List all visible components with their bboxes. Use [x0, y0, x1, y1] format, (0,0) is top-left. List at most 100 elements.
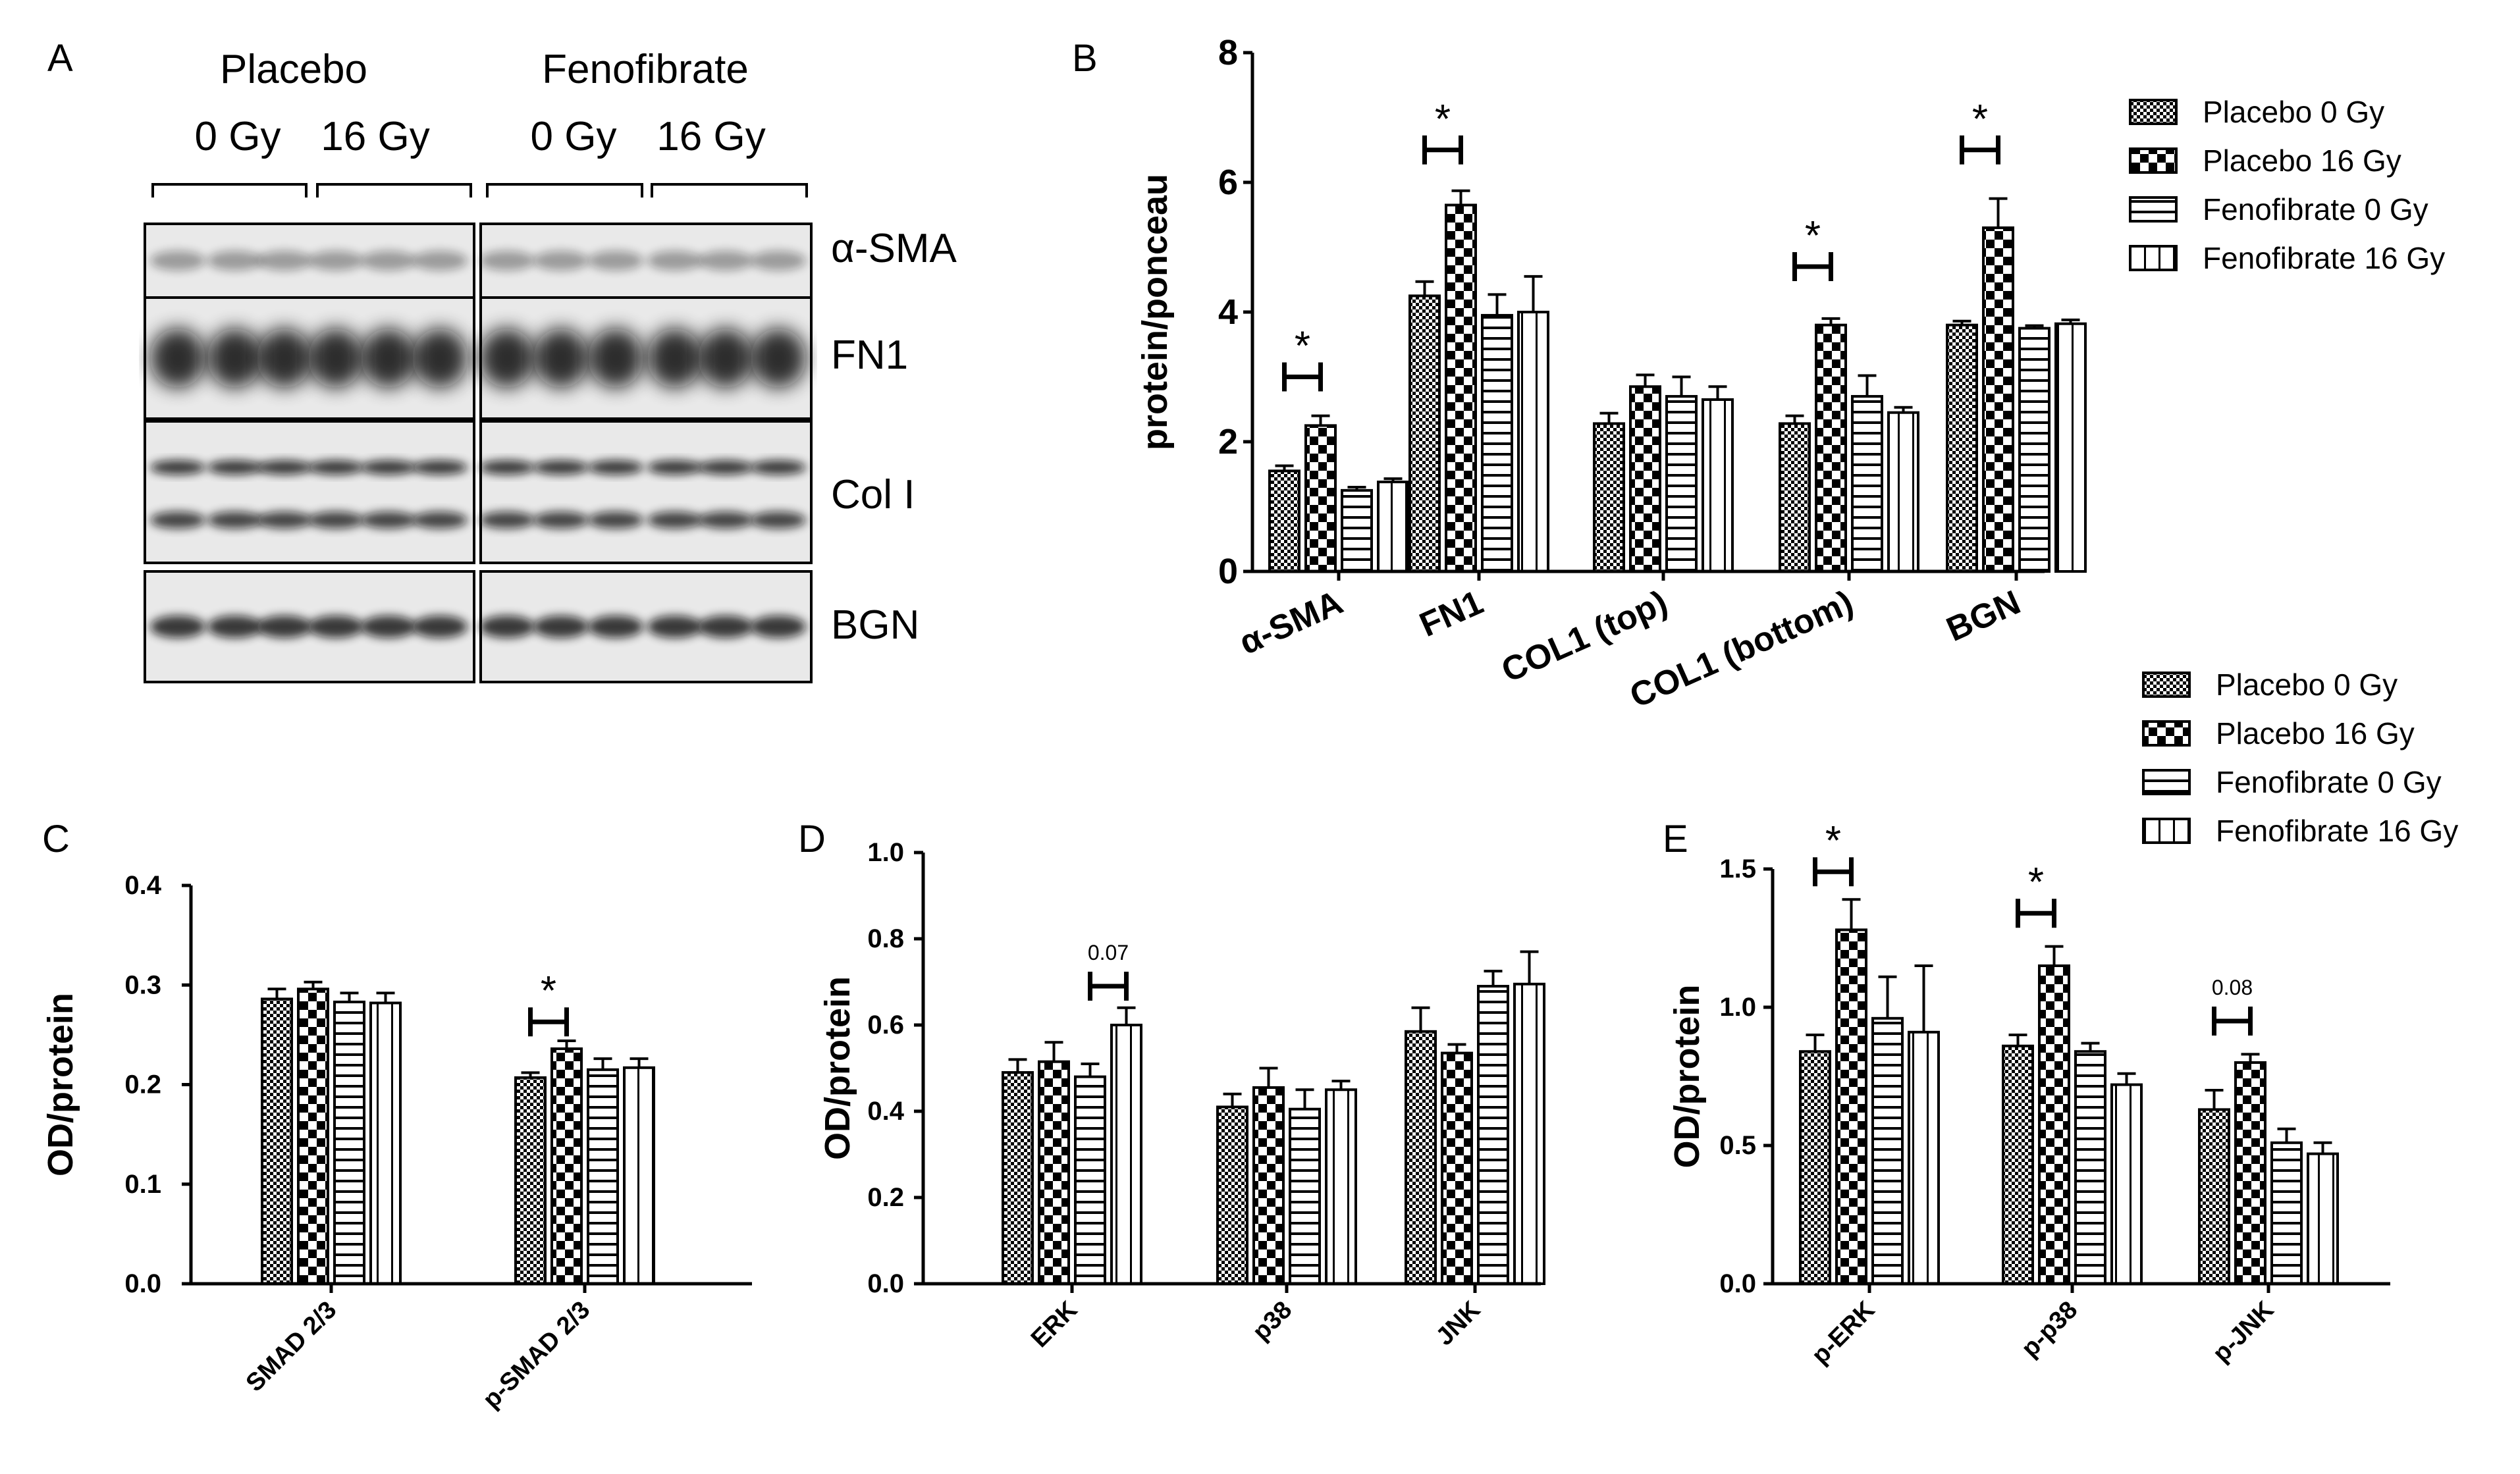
- blot-label-col-i: Col I: [831, 472, 915, 517]
- blot-band: [412, 251, 468, 271]
- legend-swatch: [2142, 720, 2191, 747]
- significance-label: *: [1435, 97, 1451, 142]
- significance-label: *: [1825, 818, 1841, 864]
- bar-d-3-2: [1513, 982, 1545, 1286]
- y-tick-label: 1.5: [1719, 855, 1756, 883]
- blot-band: [207, 329, 263, 388]
- bar-c-2-0: [333, 1000, 365, 1286]
- blot-dose-fenofibrate-0gy: 0 Gy: [531, 114, 617, 159]
- blot-band: [698, 616, 753, 638]
- blot-group-fenofibrate: Fenofibrate: [542, 47, 749, 92]
- legend-swatch: [2142, 818, 2191, 844]
- blot-label-fn1: FN1: [831, 332, 908, 378]
- y-tick-label: 0.6: [867, 1011, 904, 1040]
- legend-bottom: Placebo 0 Gy Placebo 16 Gy Fenofibrate 0 G…: [2142, 668, 2458, 848]
- bar-e-0-2: [2198, 1108, 2230, 1286]
- significance-label: 0.08: [2212, 976, 2253, 999]
- chart-panel-d: D OD/protein ERK p38 JNK 0.07 0.0 0.2 0.4 0.6 0.8 1…: [798, 818, 1545, 1353]
- bar-e-0-1: [2002, 1044, 2034, 1286]
- lane-brackets: [151, 183, 808, 197]
- blot-band: [751, 251, 806, 271]
- blot-band: [647, 512, 703, 529]
- y-tick-label: 0.4: [124, 871, 161, 900]
- blot-band: [150, 616, 205, 638]
- bar-b-3-3: [1887, 411, 1919, 573]
- blot-band: [257, 460, 312, 475]
- category-label: p-p38: [2016, 1296, 2083, 1363]
- bar-b-0-3: [1779, 422, 1811, 573]
- blot-group-placebo: Placebo: [220, 47, 367, 92]
- category-label: JNK: [1431, 1296, 1486, 1351]
- panel-letter-e: E: [1663, 818, 1688, 860]
- y-axis-title: OD/protein: [1667, 985, 1707, 1169]
- bar-c-3-0: [369, 1001, 402, 1285]
- bar-c-0-0: [261, 997, 293, 1286]
- bar-d-1-0: [1038, 1060, 1070, 1286]
- blot-band: [751, 616, 806, 638]
- bar-c-0-1: [514, 1076, 547, 1285]
- bar-b-1-1: [1445, 203, 1477, 573]
- y-axis-title: OD/protein: [818, 976, 857, 1160]
- category-label: BGN: [1941, 583, 2026, 649]
- blot-band: [647, 616, 703, 638]
- blot-band: [479, 460, 535, 475]
- blot-band: [588, 329, 643, 388]
- bar-d-0-2: [1405, 1030, 1437, 1285]
- blot-band: [533, 512, 589, 529]
- legend-label: Fenofibrate 16 Gy: [2203, 241, 2445, 275]
- significance-label: *: [1972, 97, 1988, 142]
- blot-band: [588, 616, 643, 638]
- blot-band: [588, 512, 643, 529]
- blot-band: [361, 616, 416, 638]
- blot-band: [308, 460, 363, 475]
- bar-d-2-0: [1074, 1075, 1106, 1285]
- bar-b-0-1: [1408, 294, 1441, 573]
- blot-band: [207, 616, 263, 638]
- bar-b-3-4: [2054, 322, 2087, 573]
- category-label: p38: [1247, 1296, 1297, 1346]
- panel-letter-d: D: [798, 818, 826, 860]
- blot-band: [257, 616, 312, 638]
- chart-panel-c: C OD/protein SMAD 2/3 p-SMAD 2/3 * 0.0 0.1 0.2 0…: [41, 818, 752, 1414]
- blot-band: [588, 460, 643, 475]
- y-tick-label: 2: [1218, 422, 1238, 461]
- bar-d-3-1: [1325, 1088, 1357, 1285]
- bar-b-1-2: [1629, 385, 1661, 573]
- blot-band: [207, 512, 263, 529]
- y-tick-label: 6: [1218, 163, 1238, 202]
- bar-c-2-1: [587, 1068, 619, 1285]
- blot-band: [479, 251, 535, 271]
- blot-band: [533, 460, 589, 475]
- bar-c-1-0: [297, 987, 329, 1286]
- blot-band: [257, 329, 312, 388]
- blot-band: [150, 460, 205, 475]
- bar-b-0-4: [1946, 323, 1978, 573]
- legend-label: Fenofibrate 0 Gy: [2216, 765, 2442, 799]
- bar-e-0-0: [1799, 1050, 1831, 1285]
- category-label: ERK: [1026, 1296, 1083, 1353]
- y-tick-label: 0.5: [1719, 1131, 1756, 1160]
- y-axis-title: OD/protein: [41, 993, 80, 1176]
- bar-d-0-0: [1002, 1071, 1034, 1286]
- category-label: FN1: [1414, 583, 1489, 645]
- chart-panel-e: E OD/protein p-ERK p-p38 p-JNK * * 0.08 0.0 0.5 1.…: [1663, 818, 2390, 1369]
- category-label: p-SMAD 2/3: [477, 1296, 595, 1414]
- legend-label: Placebo 16 Gy: [2203, 144, 2401, 178]
- blot-band: [751, 460, 806, 475]
- blot-dose-placebo-16gy: 16 Gy: [321, 114, 429, 159]
- bar-b-2-0: [1341, 488, 1373, 573]
- bar-b-3-1: [1517, 311, 1549, 573]
- blot-band: [698, 460, 753, 475]
- blot-band: [698, 512, 753, 529]
- blot-band: [479, 616, 535, 638]
- y-tick-label: 4: [1218, 292, 1238, 332]
- blot-band: [647, 460, 703, 475]
- legend-swatch: [2129, 245, 2178, 271]
- panel-a-letter: A: [47, 37, 73, 80]
- blot-band: [533, 251, 589, 271]
- significance-label: *: [2028, 860, 2044, 905]
- blot-band: [308, 512, 363, 529]
- bar-b-2-2: [1665, 395, 1698, 573]
